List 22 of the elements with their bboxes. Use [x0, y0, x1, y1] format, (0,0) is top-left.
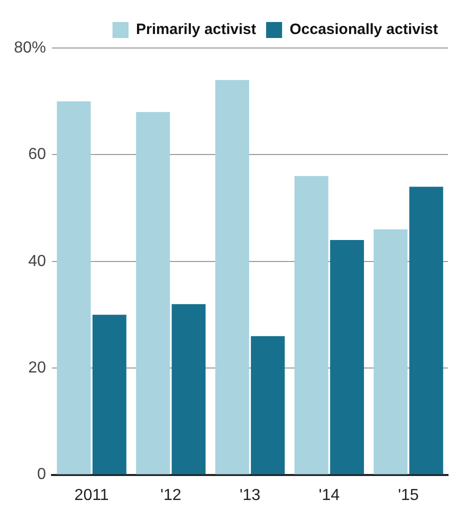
y-tick-label: 20 [28, 360, 46, 377]
legend-label: Primarily activist [136, 21, 256, 38]
x-tick-label: '12 [160, 486, 182, 504]
legend-label: Occasionally activist [290, 21, 438, 38]
x-tick-label: '14 [318, 486, 340, 504]
bar [92, 314, 126, 474]
y-tick-label: 40 [28, 252, 46, 270]
x-tick-label: '13 [240, 486, 261, 504]
y-tick-label: 60 [28, 146, 46, 164]
bar [172, 304, 206, 474]
bar [56, 101, 91, 474]
y-tick-label: 0 [37, 466, 46, 484]
y-tick-label: 80% [14, 39, 46, 56]
bar [409, 186, 444, 474]
bar [136, 112, 170, 474]
x-tick-label: '15 [398, 486, 419, 504]
bar [250, 336, 285, 474]
bar [374, 229, 408, 474]
x-tick-label: 2011 [74, 486, 109, 504]
bar [215, 80, 250, 474]
bar [294, 176, 328, 474]
bar [330, 240, 364, 474]
